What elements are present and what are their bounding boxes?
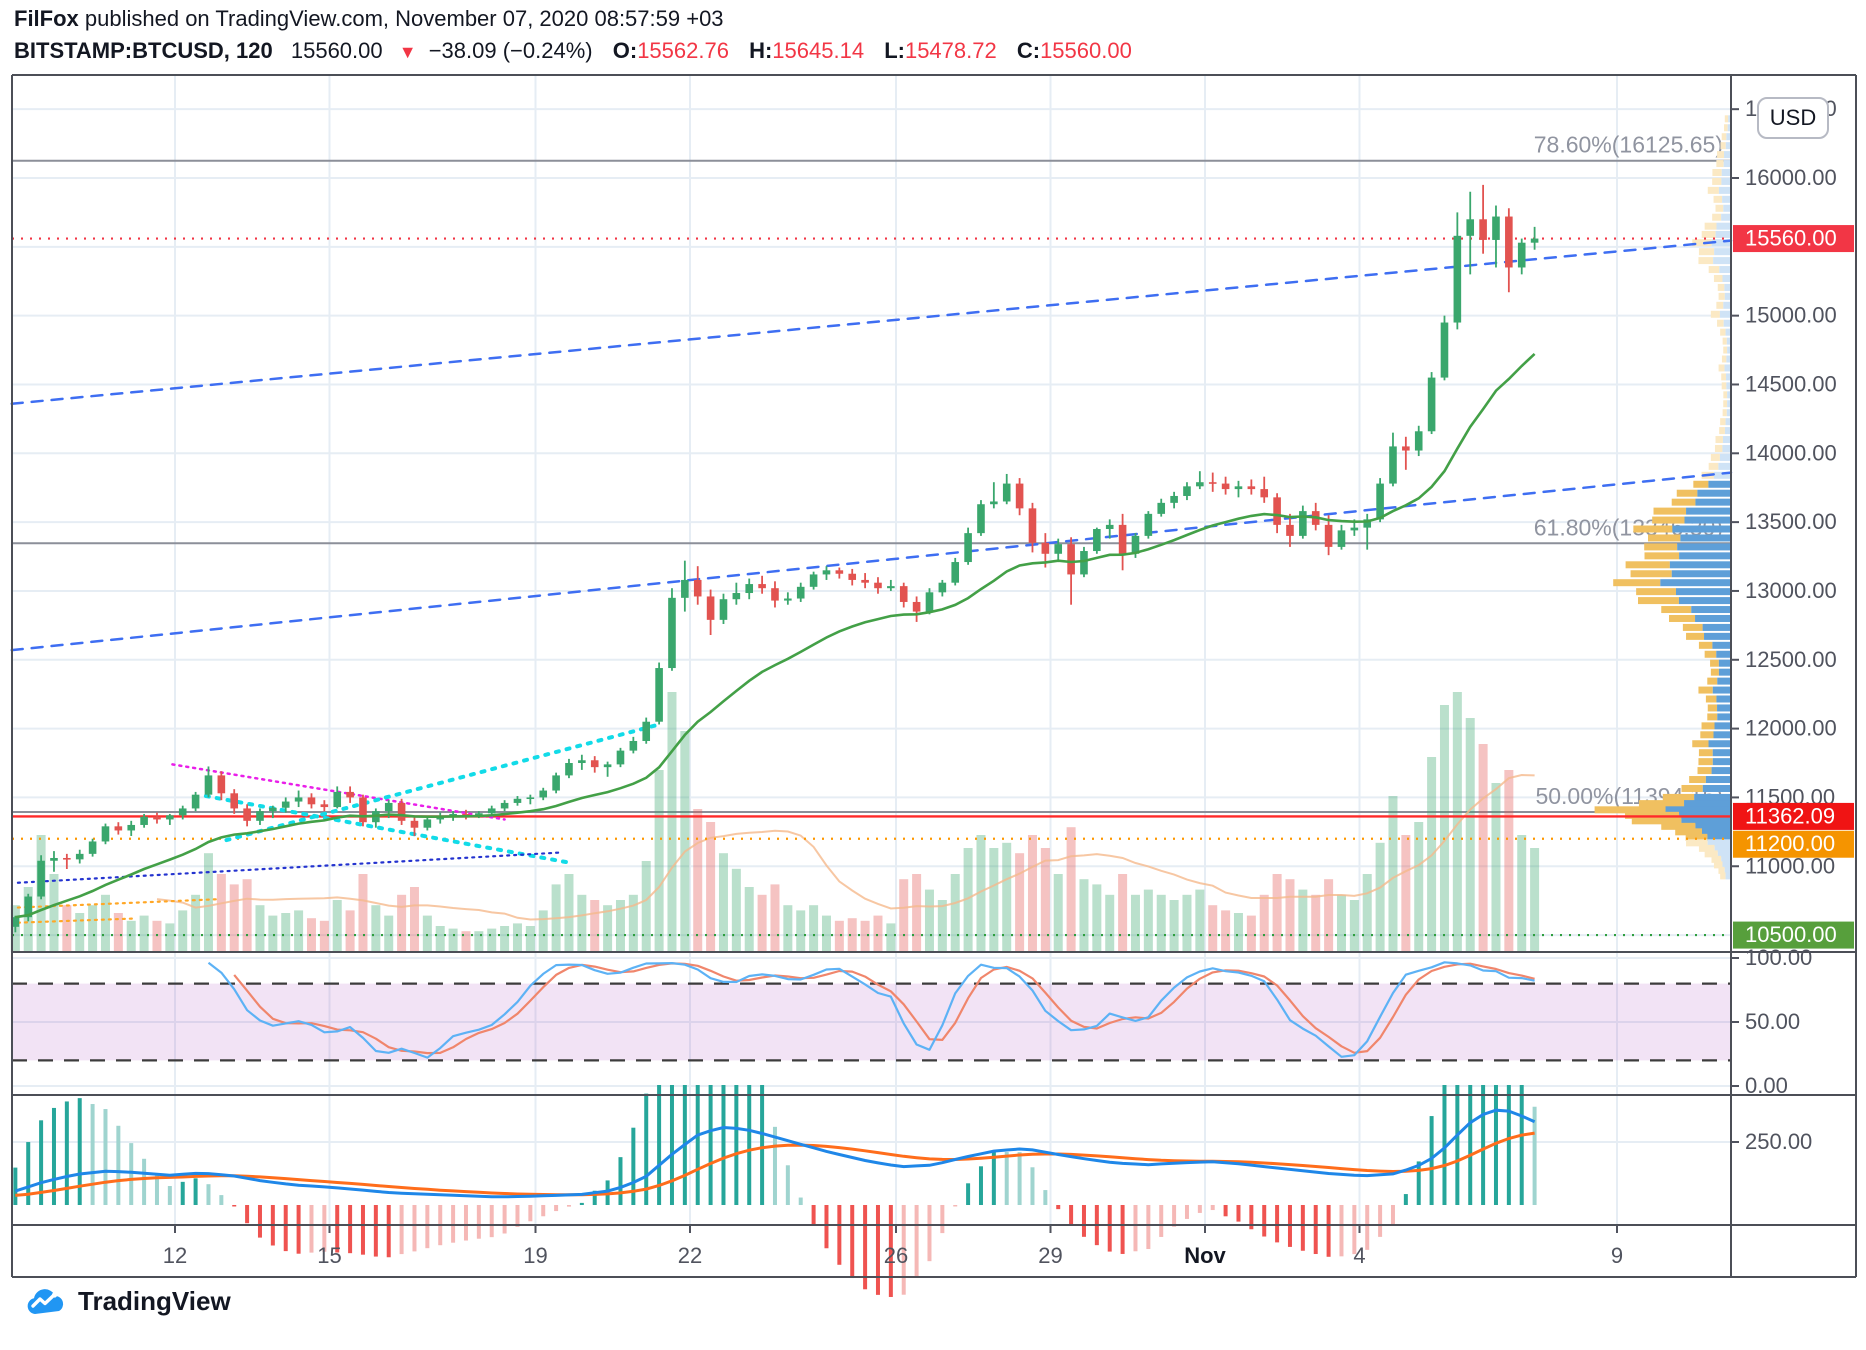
svg-text:15: 15 — [317, 1243, 341, 1268]
tradingview-logo-icon — [27, 1288, 64, 1314]
open-value: 15562.76 — [637, 38, 729, 63]
last-price: 15560.00 — [290, 38, 383, 63]
svg-text:15000.00: 15000.00 — [1745, 303, 1837, 328]
svg-text:4: 4 — [1353, 1243, 1365, 1268]
open-label: O: — [612, 38, 638, 63]
svg-text:13500.00: 13500.00 — [1745, 509, 1837, 534]
low-label: L: — [884, 38, 905, 63]
header: FilFox published on TradingView.com, Nov… — [14, 4, 1132, 67]
down-arrow-icon: ▼ — [398, 42, 417, 62]
candles-layer — [11, 184, 1539, 933]
price-axis[interactable]: 16500.0016000.0015000.0014500.0014000.00… — [1731, 96, 1837, 1154]
currency-button[interactable]: USD — [1757, 97, 1829, 139]
svg-text:10500.00: 10500.00 — [1745, 922, 1837, 947]
pane3-blue-line — [14, 1108, 1536, 1199]
svg-text:12: 12 — [163, 1243, 187, 1268]
stoch-d-line — [233, 962, 1535, 1055]
volume-layer — [10, 692, 1540, 952]
svg-text:78.60%(16125.65): 78.60%(16125.65) — [1534, 132, 1723, 158]
ema-line — [15, 352, 1536, 919]
svg-text:19: 19 — [523, 1243, 547, 1268]
published-note: published on TradingView.com, November 0… — [78, 6, 724, 31]
symbol-title[interactable]: BITSTAMP:BTCUSD, 120 — [14, 38, 273, 63]
author-name: FilFox — [14, 6, 79, 31]
svg-text:9: 9 — [1611, 1243, 1623, 1268]
svg-text:100.00: 100.00 — [1745, 945, 1812, 970]
high-label: H: — [749, 38, 773, 63]
pane3-histogram — [13, 1085, 1537, 1297]
svg-text:14000.00: 14000.00 — [1745, 440, 1837, 465]
price-line-labels: 15560.00 11362.09 11200.00 10500.00 — [1733, 225, 1854, 949]
svg-text:12500.00: 12500.00 — [1745, 647, 1837, 672]
symbol-line: BITSTAMP:BTCUSD, 120 15560.00 ▼ −38.09 (… — [14, 36, 1132, 67]
low-value: 15478.72 — [904, 38, 997, 63]
svg-text:Nov: Nov — [1184, 1243, 1226, 1268]
svg-text:250.00: 250.00 — [1745, 1129, 1812, 1154]
svg-text:50.00: 50.00 — [1745, 1009, 1800, 1034]
svg-text:26: 26 — [884, 1243, 908, 1268]
stoch-band — [12, 982, 1731, 1062]
volume-ma-line — [156, 773, 1535, 921]
price-change: −38.09 (−0.24%) — [428, 38, 593, 63]
footer-brand[interactable]: TradingView — [26, 1286, 231, 1317]
close-value: 15560.00 — [1040, 38, 1132, 63]
svg-text:22: 22 — [678, 1243, 702, 1268]
volume-profile — [1594, 115, 1731, 880]
svg-text:11200.00: 11200.00 — [1745, 831, 1835, 856]
pane3-orange-line — [15, 1131, 1535, 1197]
svg-text:14500.00: 14500.00 — [1745, 371, 1837, 396]
pane-borders — [11, 74, 1857, 1278]
svg-text:29: 29 — [1038, 1243, 1062, 1268]
stoch-k-line — [207, 961, 1535, 1059]
svg-text:12000.00: 12000.00 — [1745, 716, 1837, 741]
svg-text:13000.00: 13000.00 — [1745, 578, 1837, 603]
time-axis[interactable]: 12 15 19 22 26 29 Nov 4 9 — [163, 1225, 1623, 1268]
publish-line: FilFox published on TradingView.com, Nov… — [14, 4, 1132, 34]
high-value: 15645.14 — [772, 38, 865, 63]
svg-text:USD: USD — [1770, 105, 1816, 130]
close-label: C: — [1016, 38, 1041, 63]
svg-text:16000.00: 16000.00 — [1745, 165, 1837, 190]
footer-brand-text: TradingView — [78, 1286, 231, 1316]
trend-lines — [10, 239, 1733, 924]
svg-text:0.00: 0.00 — [1745, 1073, 1788, 1098]
price-lines — [12, 237, 1731, 937]
svg-text:15560.00: 15560.00 — [1745, 226, 1837, 251]
fib-levels: 78.60%(16125.65)61.80%(13346.30)50.00%(1… — [12, 132, 1731, 813]
svg-text:11362.09: 11362.09 — [1745, 803, 1835, 828]
